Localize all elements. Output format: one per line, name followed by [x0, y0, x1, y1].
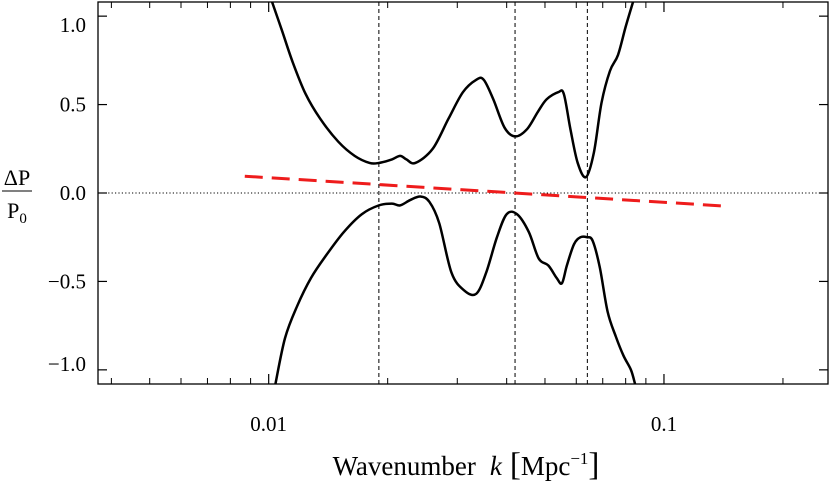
series-line-upper: [270, 2, 635, 179]
series-line-dashed: [244, 174, 722, 208]
y-axis-label: ΔP P0: [2, 165, 32, 227]
y-tick-label: −1.0: [48, 352, 86, 376]
x-axis-label-word: Wavenumber: [333, 451, 476, 481]
x-axis-label: Wavenumber k [Mpc−1]: [333, 447, 600, 483]
x-axis-label-bracket-open: [: [510, 447, 521, 483]
ticks-layer: 1.0 0.5 0.0 −0.5 −1.0 0.01 0.1: [48, 2, 828, 436]
x-axis-label-unit: Mpc: [521, 451, 571, 481]
y-tick-label: 0.0: [60, 181, 86, 205]
y-axis-label-numerator: ΔP: [4, 165, 30, 190]
y-axis-label-denominator-base: P: [7, 198, 19, 223]
x-axis-label-var: k: [490, 451, 503, 481]
x-tick-label: 0.01: [250, 412, 287, 436]
y-axis-label-denominator: P0: [7, 198, 27, 227]
x-tick-label: 0.1: [651, 412, 677, 436]
y-tick-label: 0.5: [60, 93, 86, 117]
series-layer: [244, 2, 722, 384]
y-tick-label: −0.5: [48, 269, 86, 293]
y-tick-label: 1.0: [60, 13, 86, 37]
grid-layer: [98, 2, 828, 384]
x-axis-label-bracket-close: ]: [588, 447, 599, 483]
series-line-lower: [274, 195, 637, 384]
x-axis-label-unit-exp: −1: [570, 449, 588, 468]
y-axis-label-denominator-sub: 0: [19, 211, 27, 227]
